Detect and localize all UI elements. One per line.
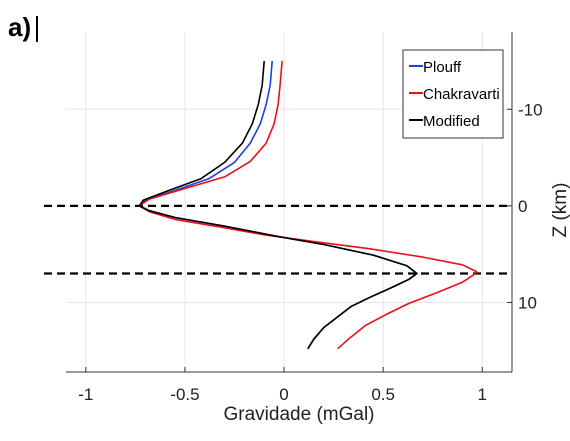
x-tick-label: 0 (279, 385, 288, 404)
x-tick-label: 0.5 (371, 385, 395, 404)
panel-label: a) (8, 12, 32, 42)
y-tick-label: -10 (518, 100, 543, 119)
x-tick-label: 1 (478, 385, 487, 404)
axes-layer (66, 32, 513, 373)
x-tick-label: -1 (78, 385, 93, 404)
panel-label-bar (36, 16, 38, 42)
y-axis-title: Z (km) (550, 183, 570, 238)
y-tick-label: 10 (518, 293, 537, 312)
legend-label: Chakravarti (423, 86, 500, 103)
labels-layer: -1 -0.5 0 0.5 1 -10 0 10 Gravidade (mGal) Z (km) (78, 100, 570, 425)
x-axis-title: Gravidade (mGal) (224, 404, 375, 425)
legend: Plouff Chakravarti Modified (402, 49, 504, 139)
reference-lines (44, 204, 512, 275)
y-tick-label: 0 (518, 197, 527, 216)
series-line-chakravarti (138, 60, 478, 350)
series-line-modified (138, 60, 418, 350)
legend-label: Plouff (423, 59, 462, 76)
series-layer (138, 60, 478, 350)
legend-label: Modified (423, 113, 480, 130)
x-tick-label: -0.5 (170, 385, 199, 404)
